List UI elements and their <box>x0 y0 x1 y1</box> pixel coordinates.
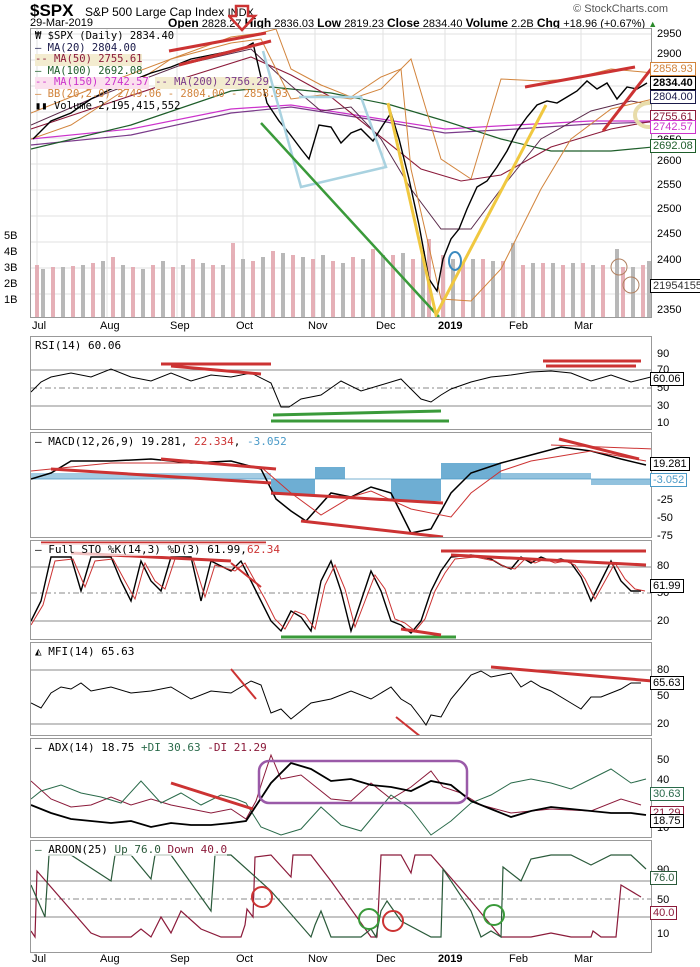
chart-header: $SPX S&P 500 Large Cap Index INDX 29-Mar… <box>30 0 670 30</box>
legend-volume: ▮▮ Volume 2,195,415,552 <box>35 99 181 112</box>
tag-adx-pdi: 30.63 <box>650 787 684 801</box>
mfi-title: ◭ MFI(14) 65.63 <box>35 645 135 658</box>
tag-ma150: 2742.57 <box>650 120 696 134</box>
mfi-axis: 80 50 20 <box>657 664 670 730</box>
x-axis-bottom: Jul Aug Sep Oct Nov Dec 2019 Feb Mar <box>32 953 593 965</box>
adx-axis: 50 40 10 <box>657 754 670 834</box>
legend-ma100: — MA(100) 2692.08 <box>35 64 143 77</box>
area-icon: ◭ <box>35 645 42 658</box>
legend-ma150: -- MA(150) 2742.57 <box>35 76 149 89</box>
mfi-panel[interactable]: ◭ MFI(14) 65.63 <box>30 642 652 736</box>
tag-stoch: 61.99 <box>650 579 684 593</box>
price-chart-svg <box>31 29 651 317</box>
tag-aroon-up: 76.0 <box>650 871 678 885</box>
tag-close: 2834.40 <box>650 76 696 90</box>
adx-title: — ADX(14) 18.75 +DI 30.63 -DI 21.29 <box>35 741 267 754</box>
rsi-axis: 90 70 50 30 10 <box>657 348 670 429</box>
legend-bb: — BB(20,2.0) 2749.06 - 2804.00 - 2858.93 <box>35 87 288 100</box>
stoch-panel[interactable]: — Full STO %K(14,3) %D(3) 61.99,62.34 <box>30 540 652 640</box>
aroon-panel[interactable]: — AROON(25) Up 76.0 Down 40.0 <box>30 840 652 953</box>
up-triangle-icon: ▲ <box>648 19 658 29</box>
volume-bars-icon: ▮▮ <box>35 99 48 112</box>
tag-ma20: 2804.00 <box>650 90 696 104</box>
stoch-title: — Full STO %K(14,3) %D(3) 61.99,62.34 <box>35 543 281 556</box>
legend-price: ₩ $SPX (Daily) 2834.40 <box>35 30 175 42</box>
symbol: $SPX <box>30 1 74 20</box>
tag-bb-upper: 2858.93 <box>650 62 696 76</box>
price-panel[interactable]: ₩ $SPX (Daily) 2834.40 — MA(20) 2804.00 … <box>30 28 652 318</box>
down-arrow-marker-icon <box>228 4 258 32</box>
tag-adx: 18.75 <box>650 814 684 828</box>
chart-date: 29-Mar-2019 <box>30 17 93 29</box>
tag-macd: 19.281 <box>650 457 690 471</box>
legend-ma200: -- MA(200) 2756.29 <box>155 76 269 89</box>
legend-ma50: -- MA(50) 2755.61 <box>35 53 143 66</box>
macd-axis: -25 -50 -75 <box>657 494 673 542</box>
price-legend: ₩ $SPX (Daily) 2834.40 — MA(20) 2804.00 … <box>35 30 288 112</box>
quote-line: Open 2828.27 High 2836.03 Low 2819.23 Cl… <box>168 16 658 30</box>
tag-mfi: 65.63 <box>650 676 684 690</box>
rsi-title: RSI(14) 60.06 <box>35 339 122 352</box>
tag-aroon-down: 40.0 <box>650 906 678 920</box>
candlestick-icon: ₩ <box>35 30 42 42</box>
tag-rsi: 60.06 <box>650 372 684 386</box>
rsi-panel[interactable]: RSI(14) 60.06 <box>30 336 652 430</box>
copyright: © StockCharts.com <box>573 3 668 15</box>
aroon-title: — AROON(25) Up 76.0 Down 40.0 <box>35 843 228 856</box>
volume-axis: 5B 4B 3B 2B 1B <box>4 230 18 306</box>
adx-panel[interactable]: — ADX(14) 18.75 +DI 30.63 -DI 21.29 <box>30 738 652 838</box>
tag-ma100: 2692.08 <box>650 139 696 153</box>
tag-macd-hist: -3.052 <box>650 473 688 487</box>
macd-title: — MACD(12,26,9) 19.281, 22.334, -3.052 <box>35 435 287 448</box>
macd-panel[interactable]: — MACD(12,26,9) 19.281, 22.334, -3.052 <box>30 432 652 538</box>
legend-ma20: — MA(20) 2804.00 <box>35 41 137 54</box>
tag-volume: 2195415552 <box>650 279 700 293</box>
x-axis-top: Jul Aug Sep Oct Nov Dec 2019 Feb Mar <box>32 320 593 332</box>
